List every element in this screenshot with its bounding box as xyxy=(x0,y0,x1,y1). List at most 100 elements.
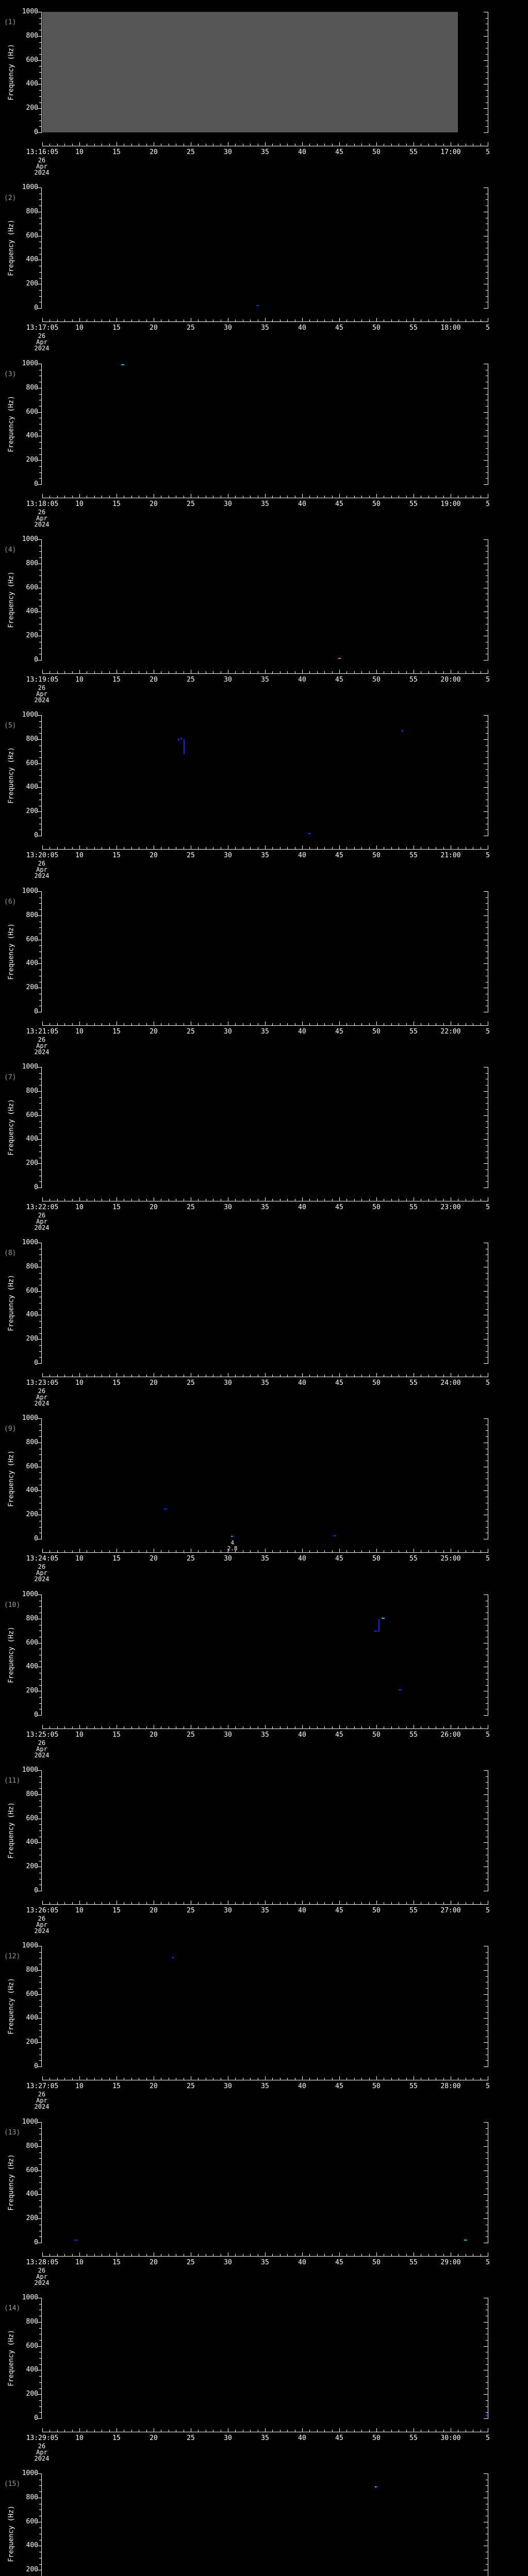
y-axis-tick-right xyxy=(484,963,488,964)
y-axis-tick-right xyxy=(486,927,488,928)
time-axis-tick xyxy=(332,2430,333,2432)
time-tick-label: 20 xyxy=(150,324,158,332)
y-axis-tick-right xyxy=(486,394,488,395)
time-axis-tick xyxy=(324,2078,325,2080)
time-axis-tick xyxy=(64,1375,65,1377)
y-axis-tick-right xyxy=(484,2042,488,2043)
time-axis-tick xyxy=(131,2430,132,2432)
time-axis-tick xyxy=(198,319,199,321)
time-axis-tick xyxy=(64,1199,65,1201)
time-axis-tick xyxy=(198,1902,199,1904)
y-axis-tick-right xyxy=(486,999,488,1001)
time-axis-tick xyxy=(250,319,251,321)
y-axis-tick-right xyxy=(486,2030,488,2031)
time-tick-label: 55 xyxy=(409,1907,418,1914)
y-axis-tick xyxy=(39,126,41,127)
time-next-minute-label: 28:00 xyxy=(440,2082,461,2090)
date-line: 26 xyxy=(38,1739,46,1747)
y-axis-tick-right xyxy=(486,1988,488,1989)
y-axis-tick-right xyxy=(484,539,488,540)
time-axis-tick xyxy=(391,2430,392,2432)
y-axis-tick xyxy=(38,2418,41,2419)
time-axis-tick xyxy=(354,2254,355,2256)
detection-dash xyxy=(465,2240,467,2241)
time-tick-label: 55 xyxy=(409,324,418,332)
date-line: Apr xyxy=(36,866,47,873)
time-axis-tick xyxy=(272,1199,273,1201)
time-axis-tick xyxy=(287,1550,288,1552)
y-axis-tick-right xyxy=(484,2394,488,2395)
time-tick-label: 25 xyxy=(187,676,195,684)
y-axis-tick-right xyxy=(486,2388,488,2389)
y-axis-tick-right xyxy=(486,1430,488,1431)
y-axis-left-spine xyxy=(41,715,42,836)
panel-number-label: (8) xyxy=(4,1249,16,1257)
time-start-label: 13:26:05 xyxy=(26,1907,59,1914)
y-axis-tick xyxy=(39,757,41,758)
time-axis-tick xyxy=(57,2254,58,2256)
y-axis-tick xyxy=(39,2328,41,2329)
time-axis-tick xyxy=(79,1549,80,1552)
time-axis-tick xyxy=(376,318,377,321)
y-axis-tick xyxy=(38,36,41,37)
time-axis-tick xyxy=(428,319,429,321)
time-axis-tick xyxy=(72,144,73,146)
time-axis-tick xyxy=(146,847,147,849)
y-tick-label: 800 xyxy=(26,1790,38,1798)
date-line: Apr xyxy=(36,1569,47,1577)
time-axis-tick xyxy=(361,1902,362,1904)
y-axis-tick-right xyxy=(486,2182,488,2183)
y-axis-tick-right xyxy=(486,2012,488,2013)
y-axis-tick-right xyxy=(484,308,488,309)
y-axis-left-spine xyxy=(41,1946,42,2067)
time-axis-tick xyxy=(287,2430,288,2432)
time-axis-tick xyxy=(369,1726,370,1728)
time-tick-label: 45 xyxy=(335,148,343,156)
y-axis-tick-right xyxy=(484,1091,488,1092)
y-axis-left-spine xyxy=(41,2122,42,2243)
time-next-minute-label: 26:00 xyxy=(440,1731,461,1739)
y-tick-label: 800 xyxy=(26,2317,38,2326)
time-axis-tick xyxy=(346,2254,348,2256)
time-axis-tick xyxy=(339,142,340,146)
time-axis-tick xyxy=(72,2254,73,2256)
y-axis-tick xyxy=(39,2340,41,2341)
time-axis-tick xyxy=(317,496,318,498)
y-axis-tick-right xyxy=(486,1103,488,1104)
time-axis-tick xyxy=(376,142,377,146)
time-axis-tick xyxy=(265,2076,266,2080)
y-axis-tick xyxy=(38,963,41,964)
y-tick-label: 200 xyxy=(26,456,38,464)
time-axis-tick xyxy=(198,2254,199,2256)
y-axis-tick xyxy=(38,2122,41,2123)
y-axis-tick xyxy=(38,2018,41,2019)
time-axis-tick xyxy=(317,1375,318,1377)
time-axis-tick xyxy=(428,1023,429,1025)
time-tick-label: 40 xyxy=(298,676,306,684)
y-axis-tick-right xyxy=(484,2146,488,2147)
y-axis-tick xyxy=(39,1824,41,1825)
time-axis-tick xyxy=(376,670,377,673)
y-axis-tick xyxy=(39,394,41,395)
y-axis-tick-right xyxy=(486,575,488,577)
time-axis-tick xyxy=(332,1550,333,1552)
y-axis-tick xyxy=(38,1139,41,1140)
y-axis-tick xyxy=(39,1333,41,1334)
time-axis-tick xyxy=(324,671,325,673)
y-axis-tick-right xyxy=(486,1660,488,1662)
y-axis-tick xyxy=(39,2200,41,2201)
y-axis-tick-right xyxy=(486,1333,488,1334)
time-axis-tick xyxy=(376,1197,377,1201)
time-axis-tick xyxy=(406,1199,407,1201)
time-start-label: 13:16:05 xyxy=(26,148,59,156)
y-tick-label: 800 xyxy=(26,31,38,40)
time-axis-tick xyxy=(361,319,362,321)
time-last-tick-label: 5 xyxy=(486,1731,490,1739)
time-tick-label: 50 xyxy=(372,500,381,508)
y-axis-tick xyxy=(38,2146,41,2147)
date-line: 2024 xyxy=(34,1927,50,1935)
y-axis-tick-right xyxy=(486,1952,488,1953)
time-axis-tick xyxy=(109,1375,110,1377)
y-tick-label: 1000 xyxy=(22,1590,38,1598)
time-axis-tick xyxy=(42,2252,43,2256)
